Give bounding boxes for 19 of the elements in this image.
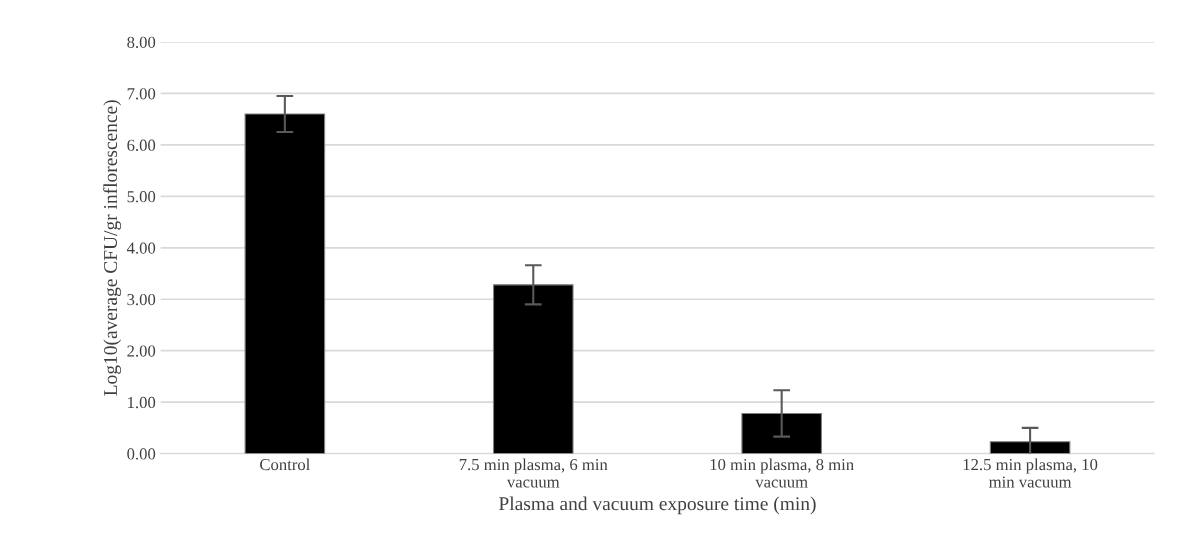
y-tick-label: 8.00 xyxy=(127,36,156,49)
y-tick-label: 5.00 xyxy=(127,191,156,203)
y-tick-label: 0.00 xyxy=(127,448,156,460)
x-tick-label: Control xyxy=(260,458,310,471)
y-tick-label: 3.00 xyxy=(127,293,156,306)
y-axis-title: Log10(average CFU/gr inflorescence) xyxy=(103,100,122,396)
x-axis-title: Plasma and vacuum exposure time (min) xyxy=(499,496,816,515)
y-tick-label: 1.00 xyxy=(128,396,156,409)
x-tick-label: 12.5 min plasma, 10 min vacuum xyxy=(963,458,1098,488)
y-tick-label: 4.00 xyxy=(126,242,156,254)
x-tick-label: 7.5 min plasma, 6 min vacuum xyxy=(459,458,608,488)
bar xyxy=(244,113,326,454)
x-tick-label: 10 min plasma, 8 min vacuum xyxy=(710,458,854,488)
y-tick-label: 6.00 xyxy=(127,139,156,151)
bar xyxy=(741,412,822,454)
bar xyxy=(989,441,1071,454)
y-tick-label: 2.00 xyxy=(127,345,156,357)
bar xyxy=(492,284,574,454)
y-tick-label: 7.00 xyxy=(127,88,156,100)
